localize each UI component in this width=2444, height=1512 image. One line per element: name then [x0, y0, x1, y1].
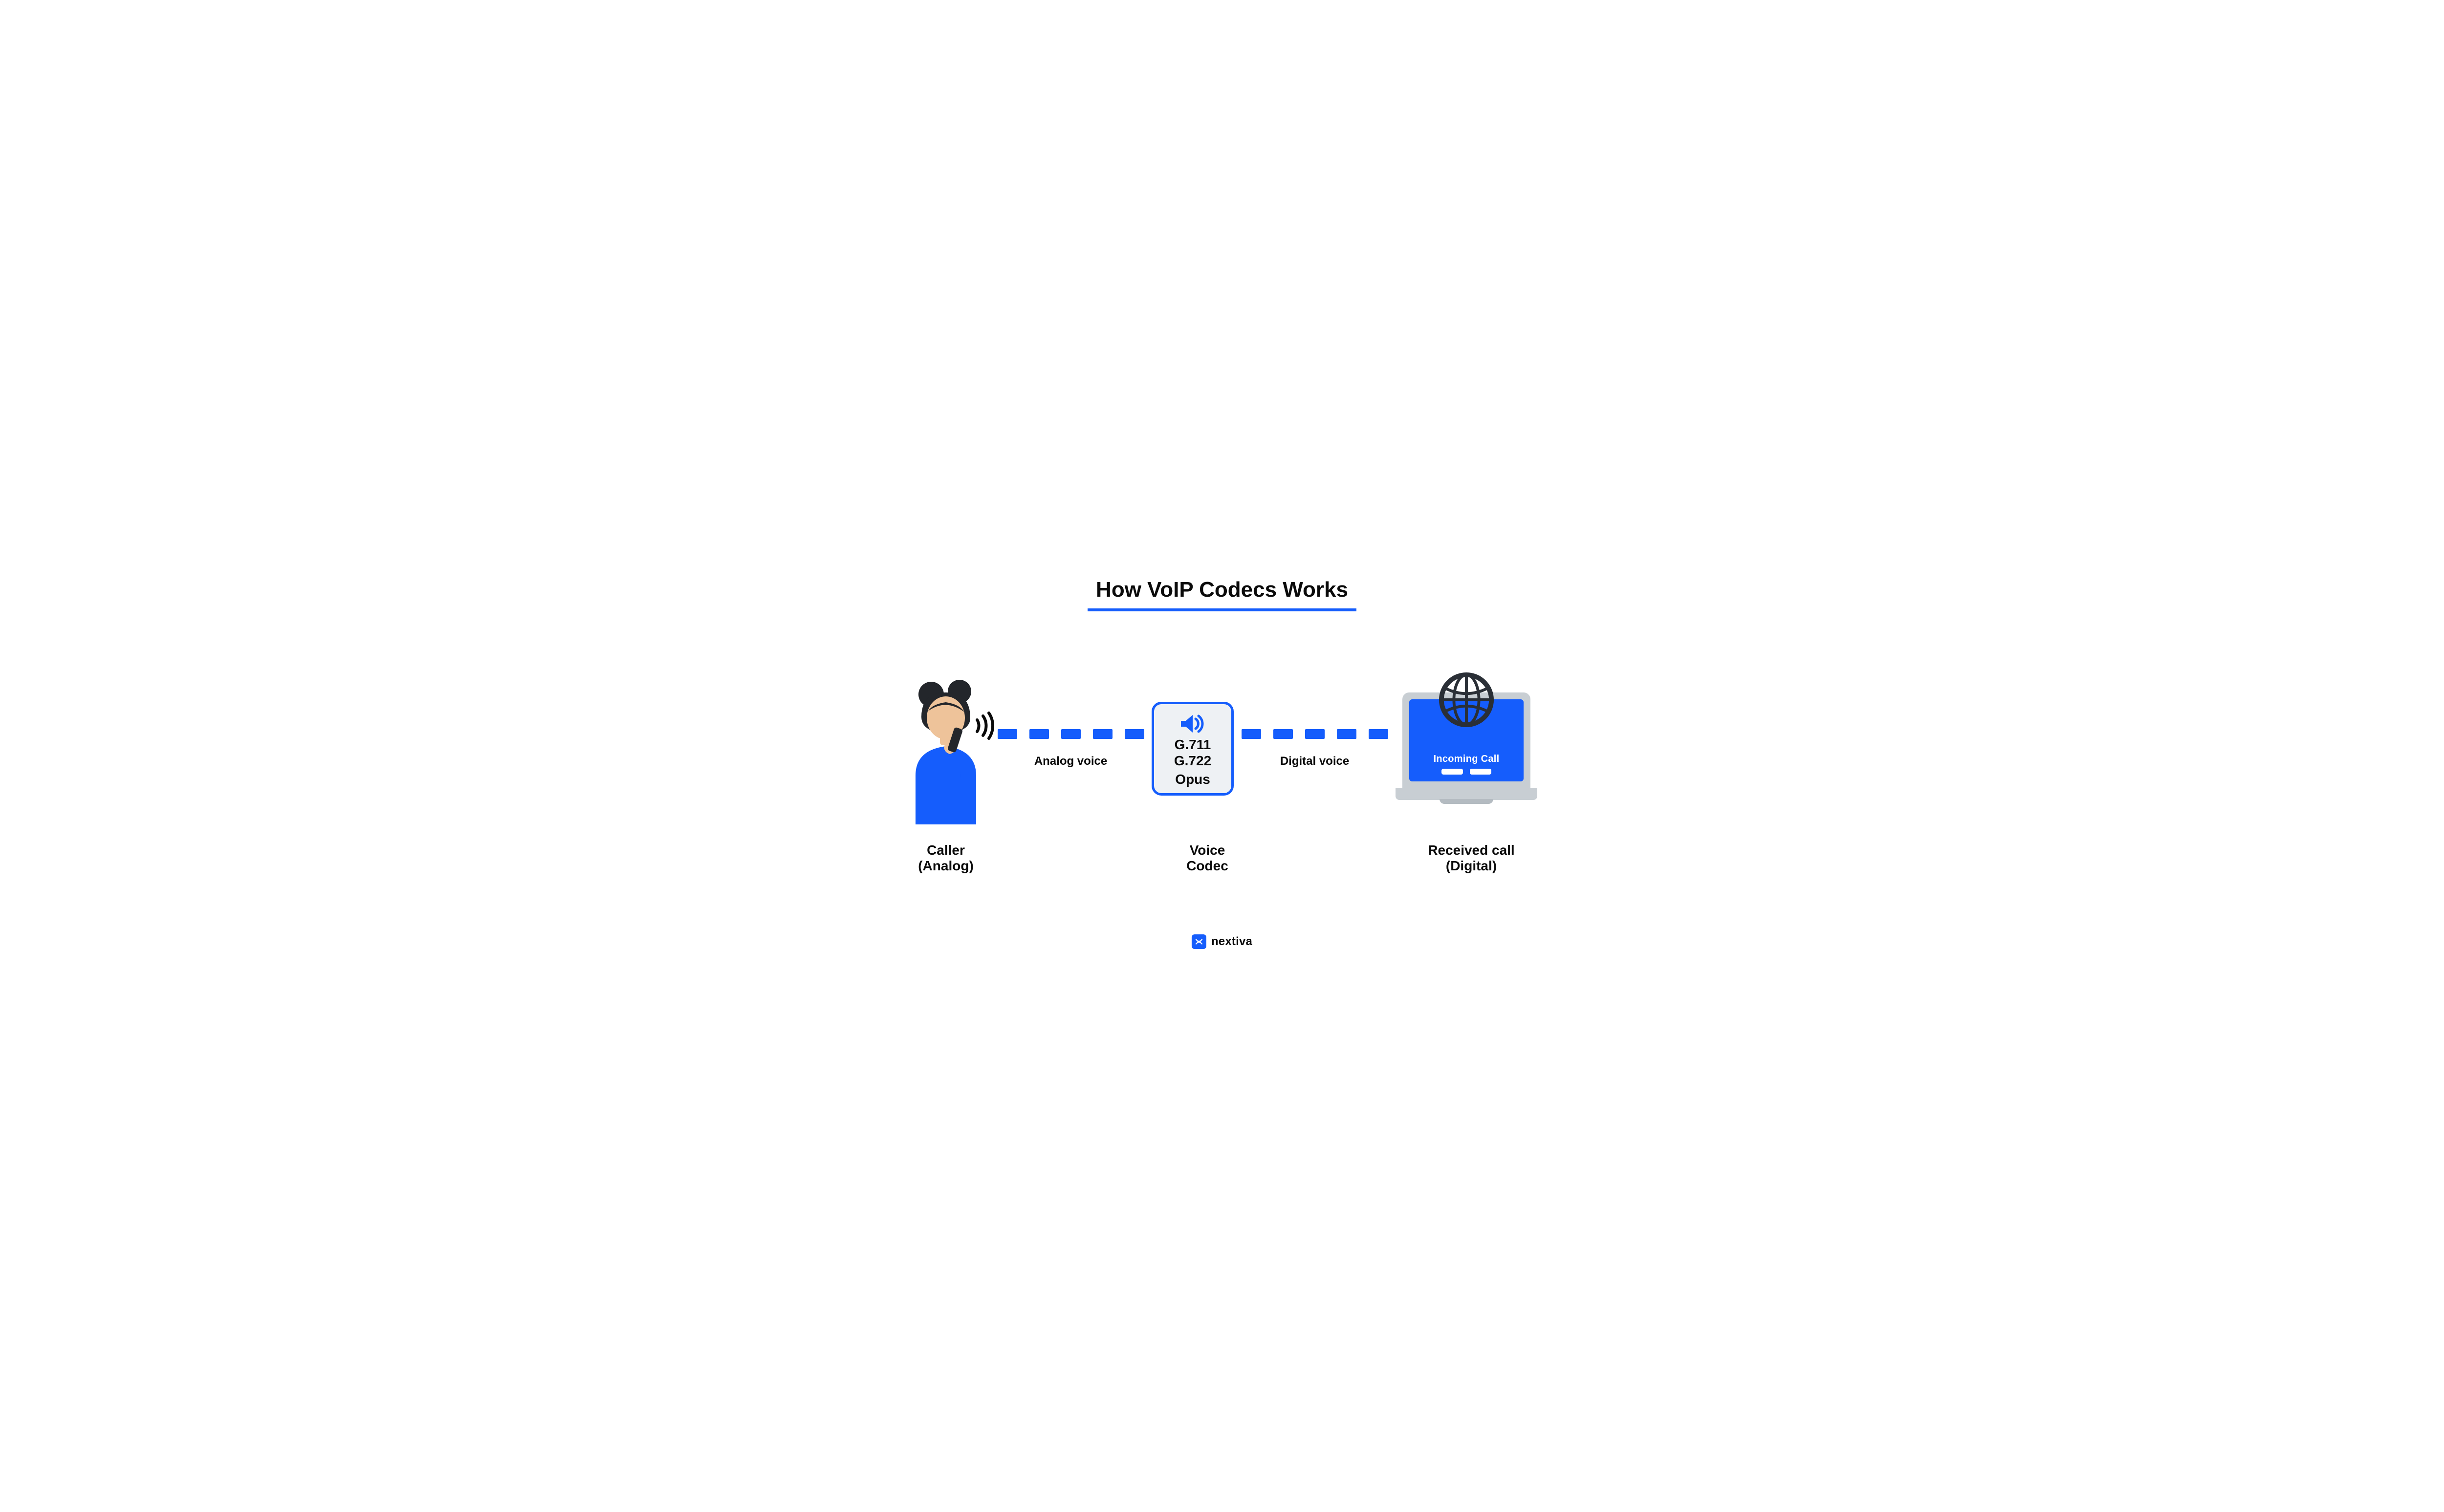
globe-icon — [1438, 671, 1495, 729]
brand-badge-icon — [1192, 934, 1206, 949]
receiver-block: Incoming Call — [1396, 692, 1537, 805]
dash-segment — [1273, 729, 1293, 739]
title-underline — [1088, 608, 1356, 611]
dash-segment — [1125, 729, 1144, 739]
diagram-title: How VoIP Codecs Works — [855, 578, 1589, 603]
label-receiver: Received call (Digital) — [1398, 842, 1545, 874]
arrow-label-left: Analog voice — [1034, 755, 1107, 768]
laptop-illustration: Incoming Call — [1396, 692, 1537, 805]
connector-left: Analog voice — [998, 729, 1144, 768]
diagram-canvas: How VoIP Codecs Works — [855, 543, 1589, 969]
laptop-base — [1396, 788, 1537, 800]
flow-row: Analog voice G.711 G.722 Opus Digital vo — [855, 668, 1589, 829]
arrow-label-right: Digital voice — [1280, 755, 1349, 768]
call-buttons — [1441, 769, 1491, 775]
caller-svg — [902, 673, 990, 824]
dash-segment — [1029, 729, 1049, 739]
connector-right: Digital voice — [1242, 729, 1388, 768]
brand-name: nextiva — [1211, 935, 1252, 949]
title-block: How VoIP Codecs Works — [855, 578, 1589, 611]
laptop-foot — [1440, 799, 1493, 804]
dash-segment — [1093, 729, 1113, 739]
dash-line-left — [998, 729, 1144, 739]
codec-line-1: G.711 — [1163, 737, 1222, 753]
dash-segment — [1369, 729, 1388, 739]
accept-button-icon — [1441, 769, 1463, 775]
codec-card: G.711 G.722 Opus — [1152, 702, 1234, 795]
dash-segment — [998, 729, 1017, 739]
label-codec: Voice Codec — [1134, 842, 1281, 874]
dash-segment — [1305, 729, 1325, 739]
incoming-call-text: Incoming Call — [1433, 754, 1499, 765]
dash-segment — [1061, 729, 1081, 739]
caller-block — [902, 673, 990, 824]
dash-segment — [1337, 729, 1356, 739]
codec-line-opus: Opus — [1163, 772, 1222, 787]
codec-block: G.711 G.722 Opus — [1152, 702, 1234, 795]
dash-line-right — [1242, 729, 1388, 739]
codec-line-2: G.722 — [1163, 753, 1222, 769]
speaker-icon — [1179, 713, 1206, 734]
decline-button-icon — [1470, 769, 1491, 775]
label-caller: Caller (Analog) — [873, 842, 1019, 874]
caller-illustration — [902, 673, 990, 824]
footer-brand: nextiva — [1192, 934, 1252, 949]
dash-segment — [1242, 729, 1261, 739]
